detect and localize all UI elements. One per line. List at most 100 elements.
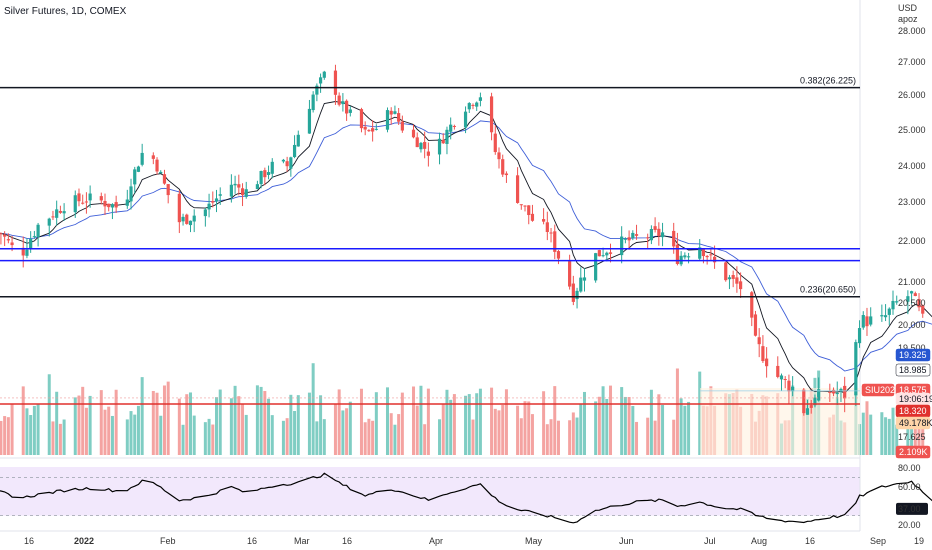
volume-bar	[341, 410, 345, 455]
candle	[608, 243, 613, 263]
candle-body	[29, 238, 33, 250]
candle-body	[802, 389, 806, 414]
candle-body	[542, 219, 546, 222]
candle-body	[657, 228, 661, 236]
candle	[683, 252, 687, 260]
candle-body	[556, 251, 561, 259]
candle-body	[110, 204, 115, 208]
candle	[55, 200, 59, 226]
currency-label: USD	[898, 3, 918, 13]
candle	[653, 217, 657, 233]
volume-bar	[698, 371, 702, 455]
candle	[136, 165, 141, 173]
candle-body	[181, 216, 185, 222]
candle	[237, 174, 241, 196]
candle	[497, 147, 501, 169]
candle-body	[240, 188, 245, 196]
candle	[831, 387, 836, 397]
candle-body	[411, 129, 416, 138]
candle-body	[289, 157, 293, 169]
candle-body	[263, 170, 267, 178]
candle	[698, 239, 702, 261]
candle-body	[515, 175, 520, 203]
candle-body	[883, 315, 888, 318]
candle-body	[385, 110, 390, 130]
volume-bar	[345, 408, 349, 455]
volume-bar	[73, 397, 77, 455]
candle-body	[887, 308, 891, 315]
volume-bar	[553, 386, 557, 455]
candle-body	[233, 183, 237, 186]
ema-slow-line	[0, 120, 932, 372]
volume-bar	[865, 401, 869, 455]
candle-body	[214, 198, 219, 202]
candle	[51, 210, 55, 221]
volume-bar	[556, 420, 560, 455]
candle-body	[452, 125, 456, 127]
candle	[426, 142, 430, 167]
volume-bar	[255, 385, 259, 455]
candle-body	[608, 252, 613, 254]
candle	[735, 266, 739, 293]
candle	[0, 232, 3, 245]
candle-body	[103, 200, 107, 207]
candle-body	[504, 173, 509, 176]
candle-body	[553, 231, 557, 252]
candle-body	[523, 205, 527, 207]
volume-bar	[371, 420, 375, 455]
volume-bar	[129, 411, 133, 455]
candle	[452, 124, 456, 130]
volume-bar	[397, 414, 401, 455]
volume-bar	[133, 414, 137, 455]
price-tick-label: 28.000	[898, 26, 926, 36]
volume-bar	[921, 413, 925, 455]
candle-body	[192, 215, 196, 222]
candle	[463, 106, 468, 134]
volume-bar	[478, 388, 482, 455]
candle-body	[437, 138, 442, 155]
candle	[367, 129, 371, 132]
candle-body	[776, 365, 780, 377]
scale-mode-label[interactable]: apoz	[898, 14, 918, 24]
candle-body	[81, 202, 85, 204]
candle-body	[270, 161, 274, 174]
candle-body	[921, 305, 925, 314]
volume-bar	[322, 419, 326, 455]
candle-body	[787, 380, 791, 392]
candle	[582, 268, 587, 292]
candle-body	[765, 358, 769, 367]
volume-bar	[188, 392, 192, 455]
volume-bar	[415, 405, 419, 455]
price-badge-label: 18.575	[899, 385, 927, 395]
price-badge-label: SIU2022	[865, 385, 900, 395]
volume-bar	[151, 390, 155, 455]
fib-level-label: 0.236(20.650)	[800, 285, 856, 295]
volume-bar	[675, 368, 679, 455]
candle	[207, 193, 211, 218]
candle-body	[843, 385, 847, 399]
volume-bar	[601, 386, 605, 455]
candle	[315, 83, 319, 102]
price-badge: 18.320	[895, 404, 931, 418]
time-tick-label: Jun	[619, 536, 634, 546]
candle-body	[88, 193, 92, 201]
volume-bar	[880, 412, 884, 455]
candle-body	[828, 391, 832, 393]
candle	[765, 347, 769, 378]
candle-body	[229, 184, 233, 197]
volume-bar	[259, 386, 263, 455]
candle	[869, 307, 873, 327]
volume-bar	[289, 394, 293, 455]
candle-body	[549, 232, 553, 234]
volume-bar	[917, 415, 921, 455]
volume-bar	[419, 385, 423, 455]
volume-bar	[627, 397, 631, 455]
candle-body	[363, 126, 367, 130]
candle	[218, 187, 222, 205]
volume-bar	[363, 422, 367, 455]
candle-body	[244, 189, 248, 197]
candle	[58, 205, 62, 214]
volume-bar	[687, 401, 691, 455]
price-badge-label: 19:06:19	[899, 394, 932, 404]
candle-body	[653, 226, 657, 231]
